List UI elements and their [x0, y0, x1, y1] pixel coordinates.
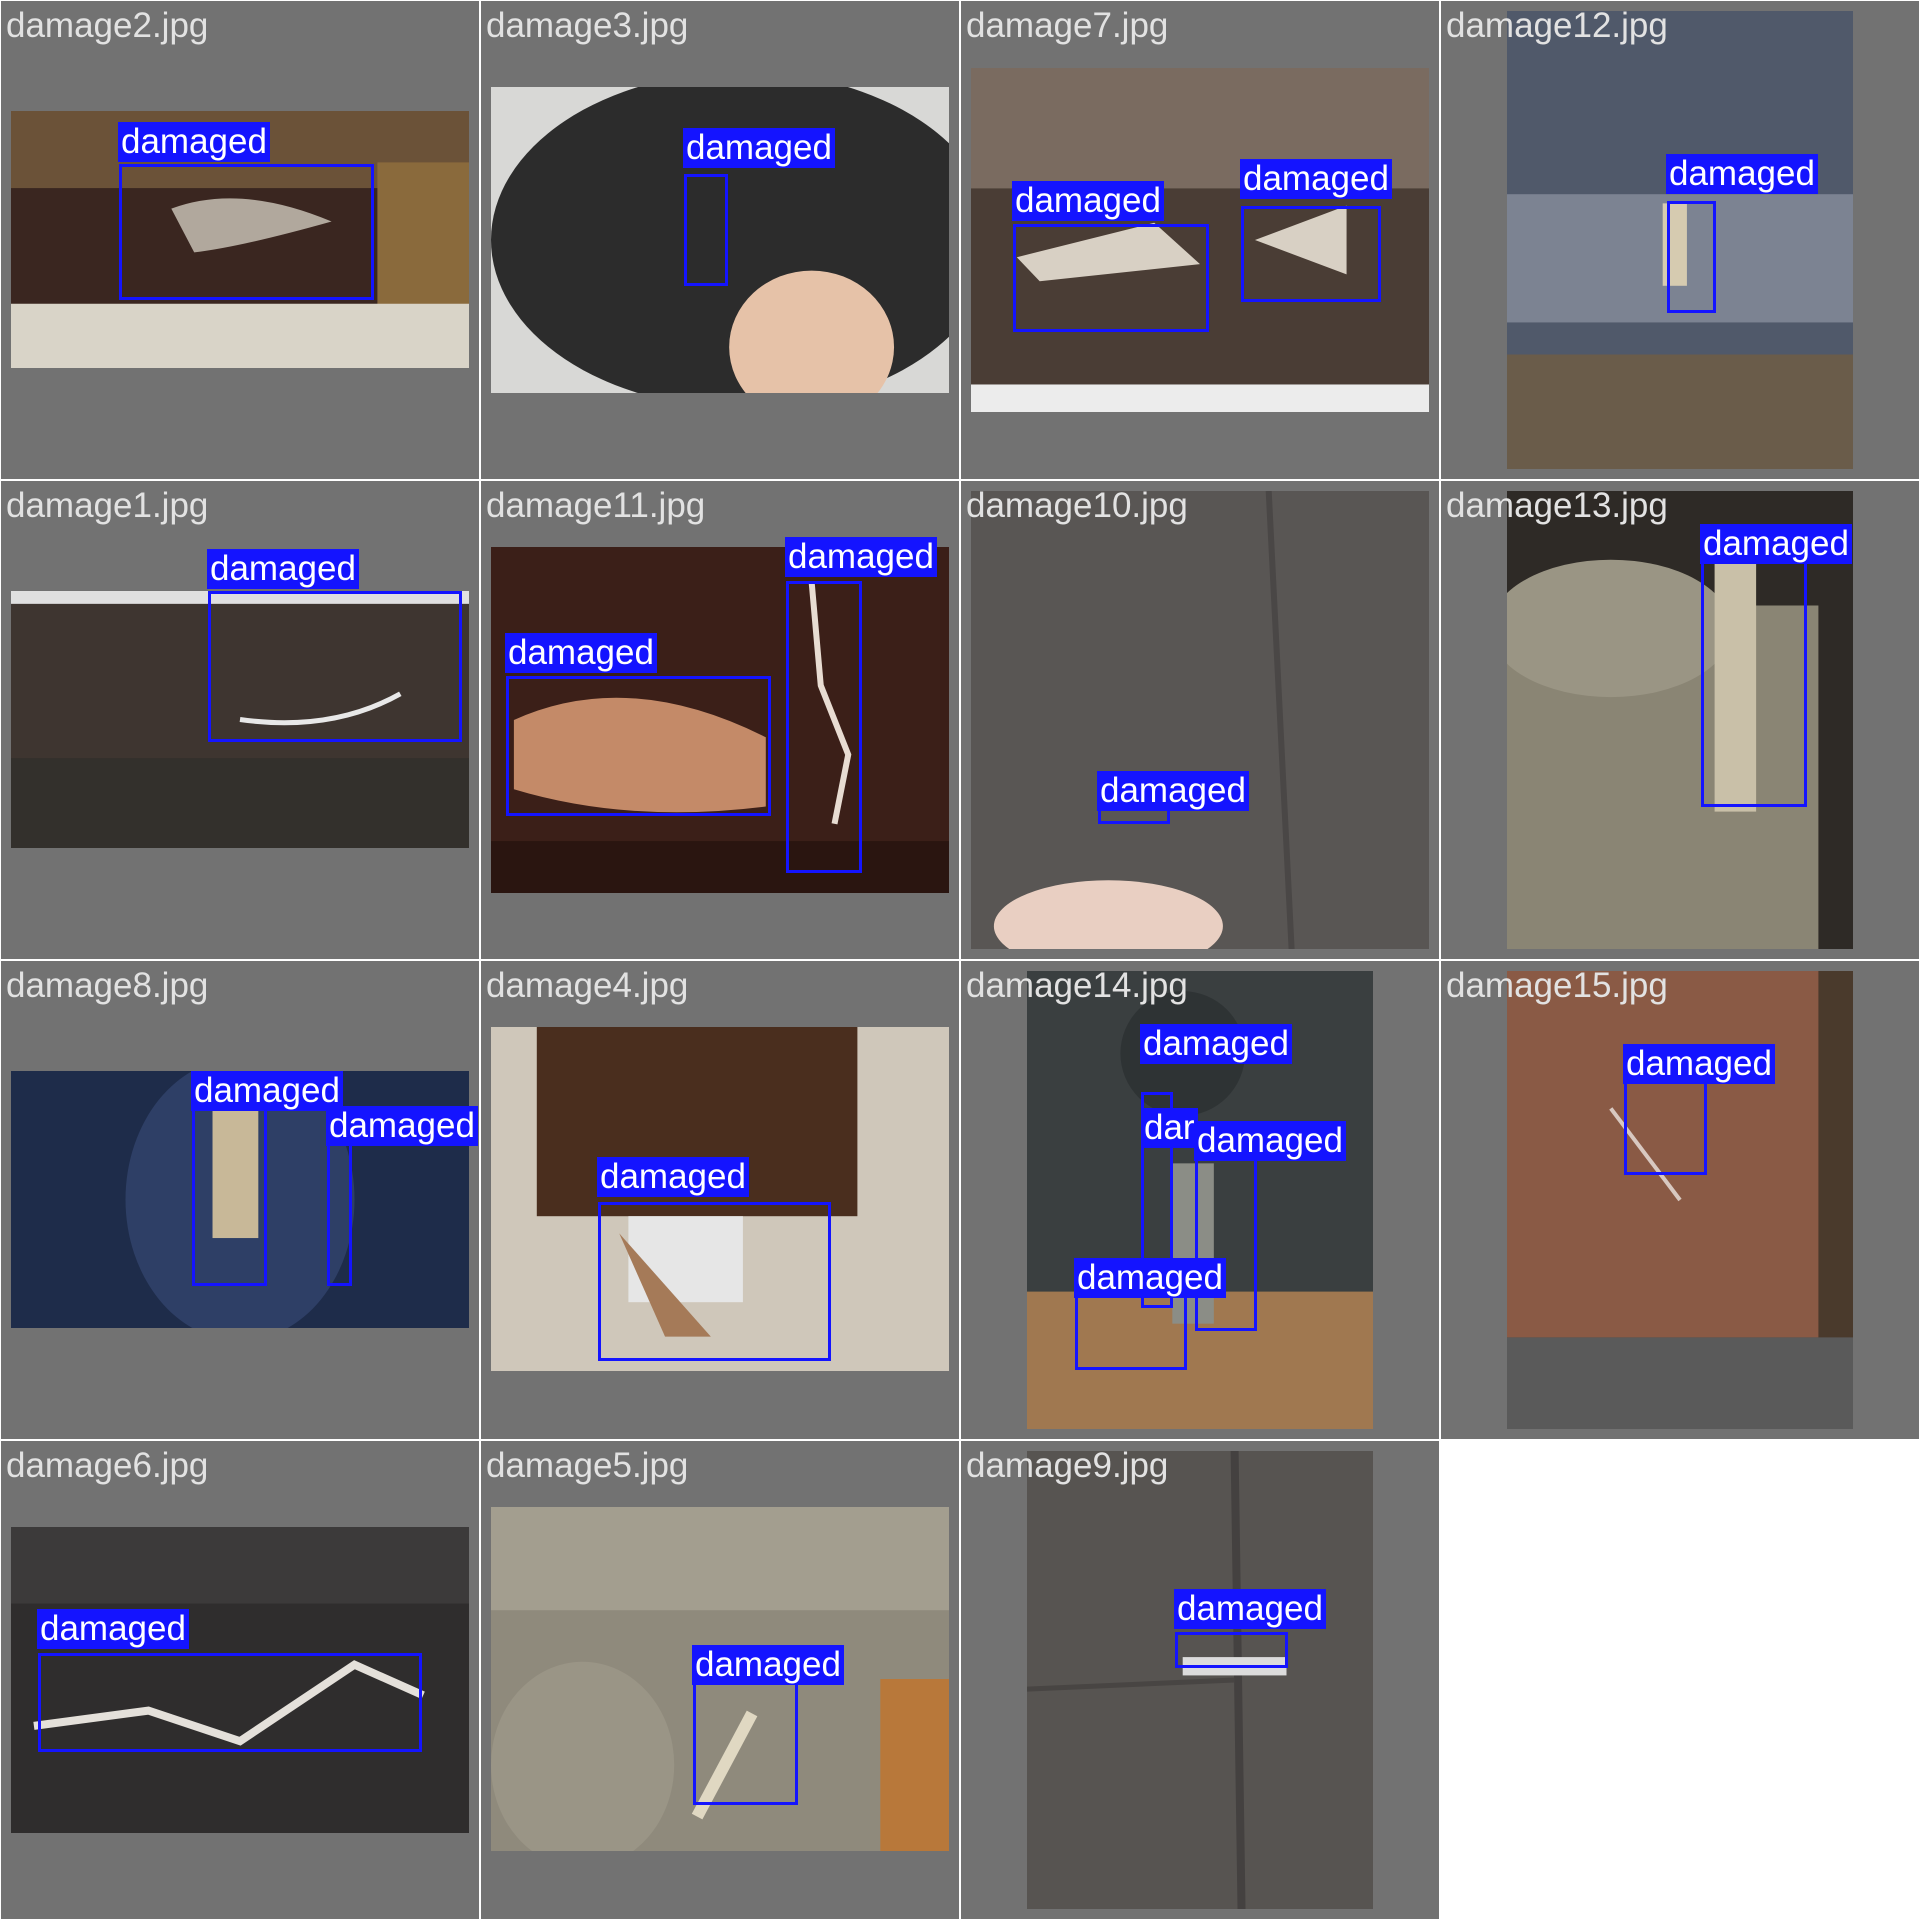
detection-label: damaged — [37, 1609, 189, 1649]
detection-box — [1701, 557, 1807, 807]
detection-box — [506, 676, 771, 816]
detection-label: damaged — [1700, 524, 1852, 564]
file-name-label: damage2.jpg — [6, 6, 209, 45]
detection-label: damaged — [1240, 159, 1392, 199]
detection-label: damaged — [1174, 1589, 1326, 1629]
detection-box — [1667, 201, 1716, 313]
file-name-label: damage11.jpg — [486, 486, 706, 525]
detection-label: damaged — [1012, 181, 1164, 221]
file-name-label: damage8.jpg — [6, 966, 209, 1005]
image-tile: damage15.jpg damaged — [1441, 961, 1919, 1439]
image-tile: damage2.jpg damaged — [1, 1, 479, 479]
file-name-label: damage5.jpg — [486, 1446, 689, 1485]
detection-box — [1013, 224, 1209, 332]
detection-box — [598, 1202, 831, 1361]
detection-box — [1624, 1068, 1707, 1175]
detection-label: damaged — [118, 122, 270, 162]
sofa-photo — [1507, 491, 1853, 949]
detection-label: damaged — [1194, 1121, 1346, 1161]
detection-label: damaged — [692, 1645, 844, 1685]
detection-box — [1241, 206, 1381, 302]
file-name-label: damage4.jpg — [486, 966, 689, 1005]
sofa-photo — [1507, 971, 1853, 1429]
sofa-photo — [1027, 1451, 1373, 1909]
detection-box — [38, 1653, 422, 1752]
sofa-photo — [491, 1507, 949, 1851]
detection-box — [693, 1681, 798, 1805]
image-tile: damage14.jpg damaged dar damaged damaged — [961, 961, 1439, 1439]
detection-label: damaged — [1140, 1024, 1292, 1064]
detection-label: damaged — [597, 1157, 749, 1197]
file-name-label: damage6.jpg — [6, 1446, 209, 1485]
file-name-label: damage10.jpg — [966, 486, 1188, 525]
image-tile: damage6.jpg damaged — [1, 1441, 479, 1919]
detection-label: damaged — [683, 128, 835, 168]
file-name-label: damage1.jpg — [6, 486, 209, 525]
detection-label: damaged — [785, 537, 937, 577]
detection-label: damaged — [1074, 1258, 1226, 1298]
detection-label: damaged — [1097, 771, 1249, 811]
detection-box — [208, 591, 462, 742]
image-tile: damage1.jpg damaged — [1, 481, 479, 959]
detection-box — [684, 174, 728, 286]
detection-label: damaged — [1666, 154, 1818, 194]
image-tile: damage4.jpg damaged — [481, 961, 959, 1439]
detection-box — [1195, 1141, 1257, 1331]
sofa-photo — [11, 591, 469, 848]
sofa-photo — [491, 87, 949, 393]
image-tile: damage10.jpg damaged — [961, 481, 1439, 959]
detection-label: damaged — [1623, 1044, 1775, 1084]
image-tile: damage11.jpg damaged damaged — [481, 481, 959, 959]
sofa-photo — [971, 491, 1429, 949]
detection-label: dar — [1141, 1108, 1198, 1148]
file-name-label: damage13.jpg — [1446, 486, 1668, 525]
sofa-photo — [1027, 971, 1373, 1429]
image-tile: damage12.jpg damaged — [1441, 1, 1919, 479]
file-name-label: damage14.jpg — [966, 966, 1188, 1005]
image-tile: damage13.jpg damaged — [1441, 481, 1919, 959]
detection-box — [1175, 1632, 1288, 1668]
file-name-label: damage3.jpg — [486, 6, 689, 45]
sofa-photo — [971, 68, 1429, 412]
detection-box — [786, 581, 862, 873]
detection-label: damaged — [326, 1106, 478, 1146]
detection-label: damaged — [207, 549, 359, 589]
image-tile: damage5.jpg damaged — [481, 1441, 959, 1919]
file-name-label: damage9.jpg — [966, 1446, 1169, 1485]
file-name-label: damage7.jpg — [966, 6, 1169, 45]
detection-label: damaged — [505, 633, 657, 673]
image-tile: damage3.jpg damaged — [481, 1, 959, 479]
sofa-photo — [11, 1527, 469, 1833]
detection-box — [119, 164, 374, 300]
image-tile: damage9.jpg damaged — [961, 1441, 1439, 1919]
image-tile: damage8.jpg damaged damaged — [1, 961, 479, 1439]
sofa-photo — [1507, 11, 1853, 469]
sofa-photo — [491, 1027, 949, 1371]
file-name-label: damage12.jpg — [1446, 6, 1668, 45]
sofa-photo — [491, 547, 949, 893]
detection-label: damaged — [191, 1071, 343, 1111]
file-name-label: damage15.jpg — [1446, 966, 1668, 1005]
image-tile: damage7.jpg damaged damaged — [961, 1, 1439, 479]
